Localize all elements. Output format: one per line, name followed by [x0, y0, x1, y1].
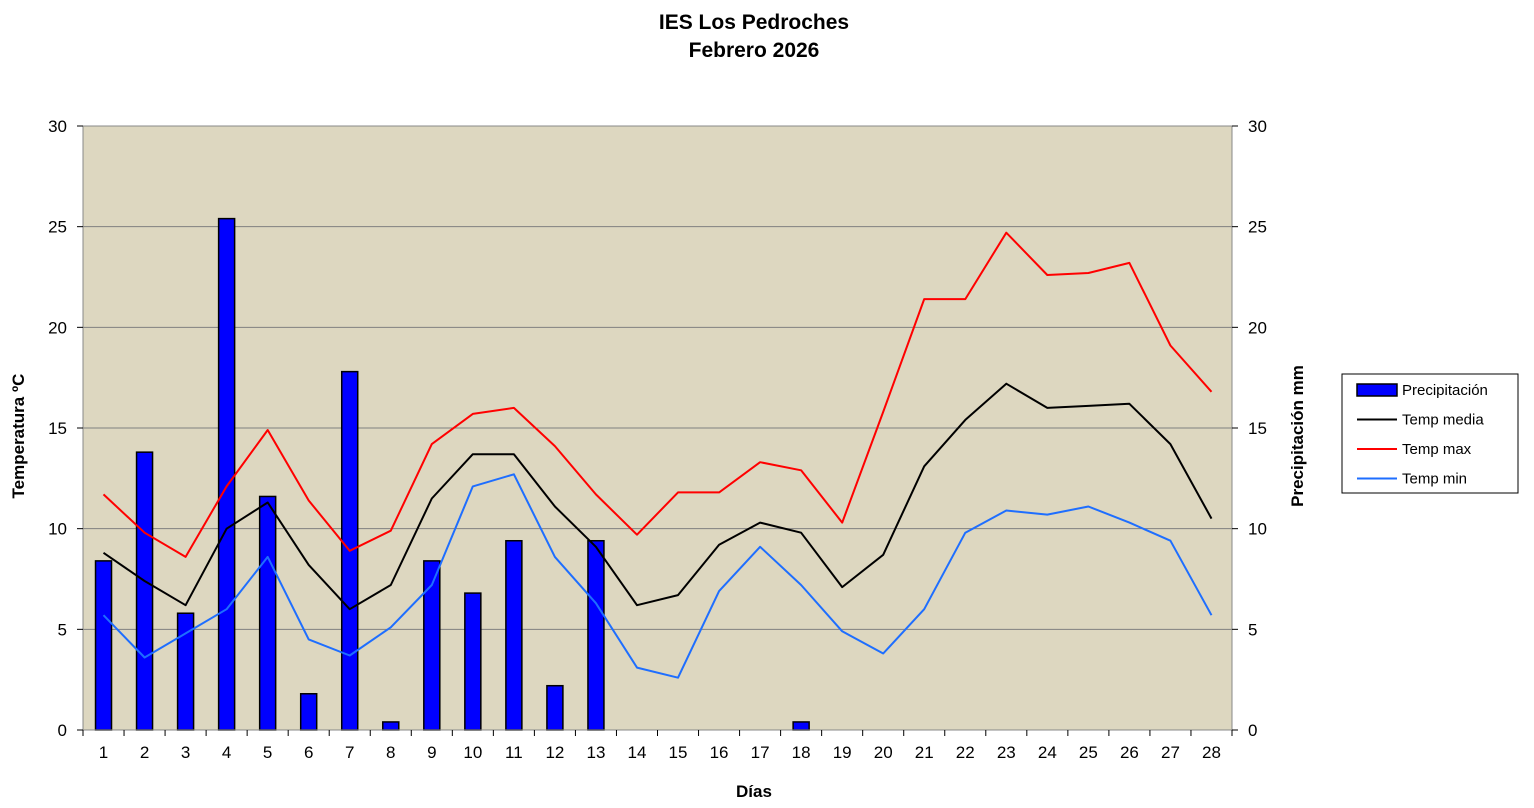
legend-label: Temp media	[1402, 412, 1484, 429]
x-tick-label: 28	[1202, 743, 1221, 762]
x-tick-label: 25	[1079, 743, 1098, 762]
x-tick-label: 7	[345, 743, 354, 762]
chart-subtitle: Febrero 2026	[689, 39, 820, 62]
x-tick-label: 8	[386, 743, 395, 762]
x-tick-label: 4	[222, 743, 231, 762]
y-axis-left-label: Temperatura ºC	[9, 374, 28, 499]
x-tick-label: 22	[956, 743, 975, 762]
y-tick-label-left: 25	[48, 218, 67, 237]
y-tick-label-left: 5	[58, 620, 67, 639]
precipitation-bar	[94, 560, 113, 731]
x-tick-label: 5	[263, 743, 272, 762]
x-tick-label: 3	[181, 743, 190, 762]
legend-label: Precipitación	[1402, 382, 1488, 399]
y-tick-label-left: 20	[48, 318, 67, 337]
x-tick-label: 24	[1038, 743, 1057, 762]
precipitation-bar	[258, 495, 277, 731]
y-tick-label-right: 15	[1248, 419, 1267, 438]
y-tick-label-right: 20	[1248, 318, 1267, 337]
y-axis-left-ticks: 0 5 10 15 20 25 30	[48, 117, 83, 740]
y-tick-label-left: 0	[58, 721, 67, 740]
precipitation-bar	[299, 693, 318, 731]
x-tick-label: 26	[1120, 743, 1139, 762]
x-tick-label: 17	[751, 743, 770, 762]
x-tick-label: 1	[99, 743, 108, 762]
precipitation-bar	[464, 592, 482, 731]
x-axis-ticks: 1 2 3 4 5 6 7 8 9 10 11 12 13 14 15 16 17 18 19 20 21 22 23 24 2…	[82, 730, 1233, 762]
x-tick-label: 20	[874, 743, 893, 762]
legend-label: Temp max	[1402, 441, 1472, 458]
y-tick-label-right: 10	[1248, 520, 1267, 539]
x-tick-label: 19	[833, 743, 852, 762]
legend-label: Temp min	[1402, 471, 1467, 488]
y-tick-label-right: 0	[1248, 721, 1257, 740]
series-line-temp-max	[102, 231, 1213, 558]
legend: Precipitación Temp media Temp max Temp min	[1341, 373, 1519, 494]
x-axis-label: Días	[736, 782, 772, 801]
x-tick-label: 12	[545, 743, 564, 762]
precipitation-bar	[546, 684, 564, 731]
temperature-lines	[102, 231, 1213, 679]
x-tick-label: 11	[505, 743, 523, 762]
x-tick-label: 27	[1161, 743, 1180, 762]
y-axis-right-ticks: 0 5 10 15 20 25 30	[1232, 117, 1267, 740]
y-tick-label-left: 30	[48, 117, 67, 136]
x-tick-label: 10	[463, 743, 482, 762]
y-tick-label-right: 30	[1248, 117, 1267, 136]
x-tick-label: 18	[792, 743, 811, 762]
precipitation-bar	[505, 539, 523, 731]
precipitation-bar	[217, 217, 236, 731]
precipitation-bar	[382, 721, 400, 731]
x-tick-label: 13	[586, 743, 605, 762]
precipitation-bar	[792, 721, 810, 731]
chart-title: IES Los Pedroches	[659, 11, 849, 34]
x-tick-label: 9	[427, 743, 436, 762]
y-axis-right-label: Precipitación mm	[1288, 365, 1307, 507]
legend-swatch	[1356, 383, 1398, 397]
x-tick-label: 14	[628, 743, 647, 762]
precipitation-bar	[587, 539, 605, 731]
x-tick-label: 21	[915, 743, 934, 762]
x-tick-label: 2	[140, 743, 149, 762]
x-tick-label: 23	[997, 743, 1016, 762]
series-line-temp-min	[102, 473, 1213, 679]
y-tick-label-left: 10	[48, 520, 67, 539]
x-tick-label: 6	[304, 743, 313, 762]
x-tick-label: 15	[669, 743, 688, 762]
y-tick-label-right: 25	[1248, 218, 1267, 237]
y-tick-label-right: 5	[1248, 620, 1257, 639]
precipitation-bar	[135, 451, 154, 731]
y-tick-label-left: 15	[48, 419, 67, 438]
series-line-temp-media	[102, 382, 1213, 611]
x-tick-label: 16	[710, 743, 729, 762]
precipitation-bars	[94, 217, 810, 731]
